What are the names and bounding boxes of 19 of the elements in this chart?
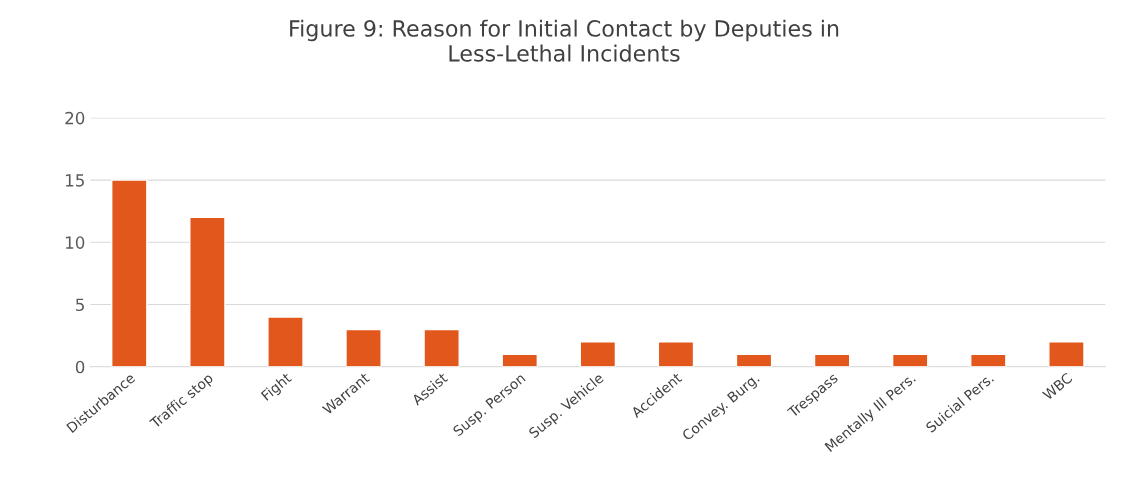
y-tick-label: 10 [66, 236, 85, 249]
bar [111, 179, 148, 367]
bar [423, 328, 460, 367]
bar [813, 353, 851, 367]
bar [345, 328, 382, 367]
y-tick-label: 20 [65, 111, 85, 125]
bar [735, 353, 773, 367]
bar [657, 341, 695, 367]
bar [501, 353, 539, 367]
y-tick-label: 5 [76, 298, 84, 312]
bar [579, 341, 617, 367]
chart-title: Figure 9: Reason for Initial Contact by Deputies in Less-Lethal Incidents [290, 19, 839, 62]
y-tick-label: 15 [66, 174, 84, 187]
bar [189, 216, 226, 367]
y-tick-label: 0 [75, 360, 85, 374]
bar [891, 353, 929, 367]
bar [970, 353, 1007, 367]
bar [1048, 341, 1085, 367]
bar [267, 316, 304, 367]
